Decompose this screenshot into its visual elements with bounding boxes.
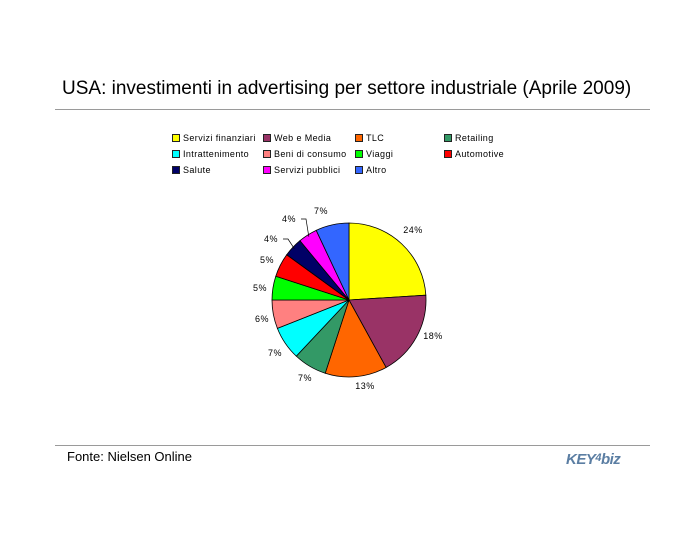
pie-slice <box>315 222 350 301</box>
data-label: 13% <box>355 381 375 391</box>
pie-slice <box>348 222 427 301</box>
legend-label: Servizi pubblici <box>274 164 341 175</box>
data-label: 4% <box>264 234 278 244</box>
footer-divider <box>55 445 650 446</box>
data-label: 4% <box>282 214 296 224</box>
legend-swatch <box>263 149 271 158</box>
legend-item: Salute <box>172 163 263 176</box>
pie-slice <box>348 294 427 369</box>
legend-swatch <box>172 149 180 158</box>
legend-item: Web e Media <box>263 131 355 144</box>
legend-swatch <box>172 133 180 142</box>
data-label: 7% <box>268 348 282 358</box>
data-label: 7% <box>314 206 328 216</box>
legend-label: Altro <box>366 164 387 175</box>
data-label: 18% <box>423 331 443 341</box>
title-divider <box>55 109 650 110</box>
data-label: 5% <box>260 255 274 265</box>
legend-item: Viaggi <box>355 147 444 160</box>
legend-swatch <box>444 133 452 142</box>
legend-item: Servizi finanziari <box>172 131 263 144</box>
legend-label: Salute <box>183 164 211 175</box>
legend-swatch <box>355 149 363 158</box>
pie-slice <box>324 298 387 378</box>
legend-label: Web e Media <box>274 132 332 143</box>
legend-label: Viaggi <box>366 148 394 159</box>
legend-swatch <box>444 149 452 158</box>
legend-item: Beni di consumo <box>263 147 355 160</box>
leader-line <box>301 218 310 237</box>
legend-label: Automotive <box>455 148 505 159</box>
data-label: 6% <box>255 314 269 324</box>
legend-item: Servizi pubblici <box>263 163 355 176</box>
legend-label: Servizi finanziari <box>183 132 256 143</box>
legend-item: Altro <box>355 163 444 176</box>
key4biz-logo: KEY4biz <box>566 451 621 468</box>
legend-label: Beni di consumo <box>274 148 347 159</box>
chart-title: USA: investimenti in advertising per set… <box>62 78 632 99</box>
legend-swatch <box>263 165 271 174</box>
legend-label: Retailing <box>455 132 494 143</box>
legend-swatch <box>172 165 180 174</box>
legend-item: Retailing <box>444 131 534 144</box>
legend-swatch <box>355 165 363 174</box>
legend-item: Automotive <box>444 147 534 160</box>
chart-legend: Servizi finanziari Web e Media TLC Retailin… <box>172 131 534 176</box>
data-label: 7% <box>298 373 312 383</box>
legend-item: TLC <box>355 131 444 144</box>
legend-swatch <box>355 133 363 142</box>
legend-label: TLC <box>366 132 385 143</box>
legend-item: Intrattenimento <box>172 147 263 160</box>
legend-swatch <box>263 133 271 142</box>
legend-label: Intrattenimento <box>183 148 250 159</box>
data-label: 5% <box>253 283 267 293</box>
source-note: Fonte: Nielsen Online <box>67 449 193 464</box>
data-label: 24% <box>403 225 423 235</box>
leader-line <box>283 238 295 249</box>
